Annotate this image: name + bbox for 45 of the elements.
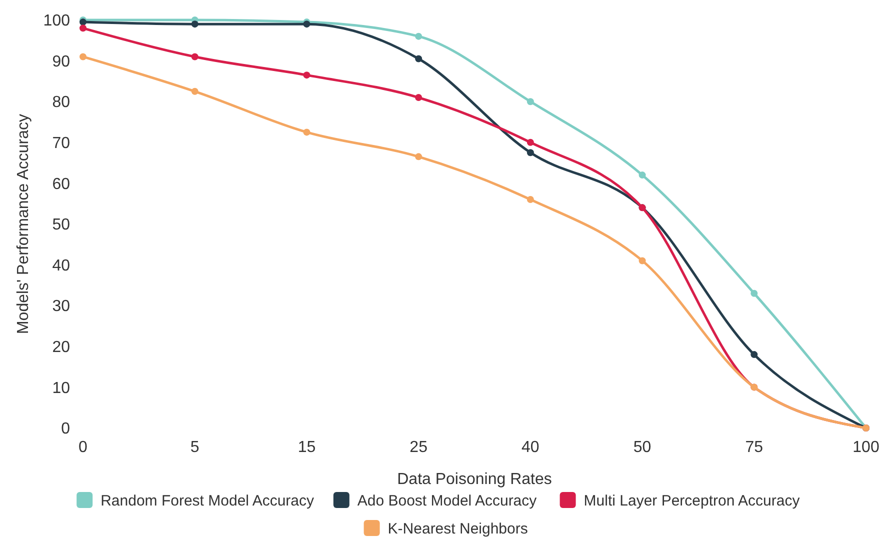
y-tick-label: 20 (52, 339, 70, 356)
x-tick-label: 5 (190, 439, 200, 456)
point (526, 138, 534, 146)
point (303, 72, 310, 79)
point (638, 172, 646, 179)
point (191, 20, 198, 28)
y-axis-title: Models' Performance Accuracy (15, 114, 32, 334)
point (750, 290, 758, 297)
point (303, 128, 310, 136)
x-tick-label: 100 (852, 439, 880, 456)
point (415, 55, 422, 62)
x-tick-label: 15 (298, 439, 316, 456)
point (526, 196, 534, 204)
y-tick-label: 70 (52, 135, 70, 152)
x-tick-label: 75 (745, 439, 764, 456)
y-tick-label: 30 (52, 298, 70, 316)
y-tick-label: 80 (52, 94, 70, 112)
x-tick-label: 40 (522, 439, 540, 456)
point (526, 149, 534, 156)
point (750, 351, 758, 358)
legend-label: Random Forest Model Accuracy (100, 492, 315, 510)
y-tick-label: 100 (43, 12, 70, 30)
legend-label: K-Nearest Neighbors (388, 520, 528, 538)
legend-label: Multi Layer Perceptron Accuracy (584, 492, 800, 510)
y-tick-label: 60 (52, 176, 70, 193)
y-tick-label: 10 (52, 380, 70, 397)
point (638, 257, 646, 264)
x-tick-label: 50 (633, 439, 652, 456)
x-axis-title: Data Poisoning Rates (397, 471, 552, 488)
point (80, 53, 86, 60)
x-tick-label: 0 (78, 439, 88, 456)
point (80, 24, 86, 32)
point (415, 32, 422, 40)
point (191, 53, 198, 60)
y-tick-label: 40 (52, 257, 70, 274)
point (415, 94, 422, 102)
legend-label: Ado Boost Model Accuracy (357, 492, 538, 510)
y-tick-label: 0 (61, 420, 70, 438)
x-tick-label: 25 (410, 439, 428, 456)
point (526, 98, 534, 106)
point (191, 88, 198, 95)
y-tick-label: 50 (52, 216, 70, 234)
y-tick-label: 90 (52, 53, 70, 70)
point (415, 153, 422, 160)
point (80, 18, 86, 26)
